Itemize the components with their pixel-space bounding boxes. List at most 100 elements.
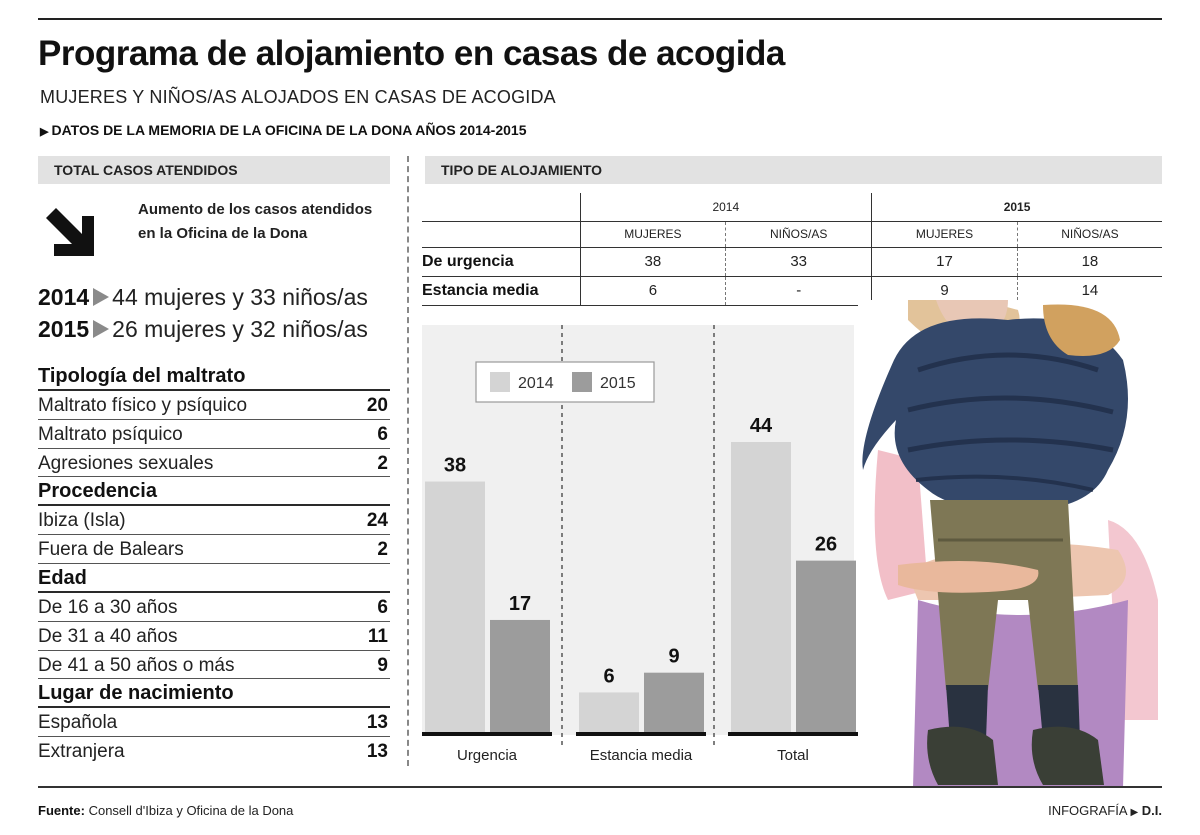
arrow-down-right-icon: [44, 206, 96, 258]
credit-name: D.I.: [1141, 803, 1162, 818]
page-subtitle: MUJERES Y NIÑOS/AS ALOJADOS EN CASAS DE …: [40, 87, 556, 107]
list-item: Extranjera 13: [38, 737, 390, 766]
source-text: Consell d'Ibiza y Oficina de la Dona: [88, 803, 294, 818]
data-label: 6: [603, 665, 614, 687]
list-item: De 31 a 40 años 11: [38, 622, 390, 651]
table-cell: 17: [871, 247, 1018, 277]
list-item-value: 24: [366, 510, 388, 532]
bar-urgencia-2015: [490, 619, 550, 732]
bar-total-2015: [796, 560, 856, 732]
list-item-label: Extranjera: [38, 741, 125, 763]
total-casos-heading: TOTAL CASOS ATENDIDOS: [38, 156, 390, 184]
list-item: Maltrato físico y psíquico 20: [38, 391, 390, 420]
table-cell: 38: [579, 247, 726, 277]
list-item-value: 9: [377, 654, 388, 676]
table-corner: [422, 193, 580, 222]
table-cell: -: [725, 276, 872, 306]
tipo-alojamiento-heading: TIPO DE ALOJAMIENTO: [425, 156, 1162, 184]
triangle-right-icon: [93, 288, 110, 306]
mother-child-photo: [858, 300, 1162, 788]
category-baseline: [422, 732, 552, 736]
column-header: NIÑOS/AS: [1016, 221, 1162, 248]
table-subheader-row: MUJERES NIÑOS/AS MUJERES NIÑOS/AS: [422, 221, 1162, 248]
category-label: Total: [777, 747, 809, 764]
bar-estancia-media-2014: [579, 692, 639, 732]
footer-source: Fuente: Consell d'Ibiza y Oficina de la …: [38, 803, 293, 818]
year-text: 44 mujeres y 33 niños/as: [112, 284, 368, 310]
list-item-label: De 41 a 50 años o más: [38, 654, 235, 676]
row-label: De urgencia: [422, 247, 580, 277]
list-item-label: Agresiones sexuales: [38, 452, 214, 474]
list-item: Española 13: [38, 708, 390, 738]
category-list: Tipología del maltrato Maltrato físico y…: [38, 362, 390, 766]
year-header-2014: 2014: [579, 193, 872, 222]
list-item-value: 6: [377, 423, 388, 445]
bar-chart: 38 17 Urgencia 6 9 Estancia media 44 26 Total 201…: [422, 325, 858, 764]
category-heading: Lugar de nacimiento: [38, 679, 390, 709]
table-cell: 18: [1016, 247, 1162, 277]
list-item-value: 13: [366, 712, 388, 734]
data-label: 44: [750, 415, 773, 437]
credit-label: INFOGRAFÍA: [1048, 803, 1127, 818]
list-item: Ibiza (Isla) 24: [38, 506, 390, 536]
bar-total-2014: [731, 442, 791, 732]
category-heading: Tipología del maltrato: [38, 362, 390, 391]
footer-credit: INFOGRAFÍA ▶ D.I.: [1000, 803, 1162, 818]
column-divider: [407, 156, 409, 766]
table-header-row: 2014 2015: [422, 193, 1162, 222]
year-row-2014: 2014 44 mujeres y 33 niños/as: [38, 284, 368, 311]
bar-urgencia-2014: [425, 481, 485, 732]
category-label: Estancia media: [590, 747, 693, 764]
triangle-right-icon: ▶: [1130, 807, 1139, 818]
list-item: Fuera de Balears 2: [38, 535, 390, 564]
data-label: 38: [444, 455, 466, 477]
category-heading: Edad: [38, 564, 390, 593]
table-cell: 6: [579, 276, 726, 306]
legend-label: 2015: [600, 375, 636, 392]
category-baseline: [728, 732, 858, 736]
list-item-value: 6: [377, 596, 388, 618]
triangle-right-icon: ▶: [40, 126, 49, 138]
year-label: 2014: [38, 284, 90, 310]
column-header: NIÑOS/AS: [725, 221, 872, 248]
year-label: 2015: [38, 316, 90, 342]
page-title: Programa de alojamiento en casas de acog…: [38, 34, 785, 73]
year-row-2015: 2015 26 mujeres y 32 niños/as: [38, 316, 368, 343]
year-header-2015: 2015: [871, 193, 1162, 222]
category-label: Urgencia: [457, 747, 518, 764]
list-item: Maltrato psíquico 6: [38, 420, 390, 449]
list-item-label: De 16 a 30 años: [38, 596, 178, 618]
bottom-rule: [38, 786, 1162, 788]
increase-text: Aumento de los casos atendidos en la Ofi…: [138, 201, 373, 242]
list-item-label: Maltrato físico y psíquico: [38, 395, 248, 416]
table-row: De urgencia 38 33 17 18: [422, 247, 1162, 277]
legend-swatch: [490, 372, 510, 392]
list-item-label: Española: [38, 712, 118, 734]
list-item-value: 11: [367, 625, 388, 647]
list-item: Agresiones sexuales 2: [38, 449, 390, 478]
list-item-label: Maltrato psíquico: [38, 423, 183, 445]
list-item-label: De 31 a 40 años: [38, 625, 178, 647]
list-item-label: Fuera de Balears: [38, 539, 184, 561]
legend-label: 2014: [518, 375, 554, 392]
column-header: MUJERES: [579, 221, 726, 248]
list-item-value: 13: [366, 741, 388, 763]
table-cell: 33: [725, 247, 872, 277]
list-item-value: 20: [366, 395, 388, 416]
table-corner: [422, 221, 580, 248]
data-label: 26: [815, 534, 837, 556]
source-label: Fuente:: [38, 803, 85, 818]
source-note-text: DATOS DE LA MEMORIA DE LA OFICINA DE LA …: [51, 122, 527, 138]
list-item: De 16 a 30 años 6: [38, 593, 390, 622]
bar-estancia-media-2015: [644, 672, 704, 732]
category-heading: Procedencia: [38, 477, 390, 507]
year-text: 26 mujeres y 32 niños/as: [112, 316, 368, 342]
triangle-right-icon: [93, 320, 110, 338]
list-item: De 41 a 50 años o más 9: [38, 651, 390, 680]
category-baseline: [576, 732, 706, 736]
source-note: ▶ DATOS DE LA MEMORIA DE LA OFICINA DE LA…: [40, 122, 527, 138]
legend-swatch: [572, 372, 592, 392]
data-label: 9: [668, 646, 679, 668]
tipo-alojamiento-table: 2014 2015 MUJERES NIÑOS/AS MUJERES NIÑOS…: [422, 193, 1162, 306]
top-rule: [38, 18, 1162, 20]
